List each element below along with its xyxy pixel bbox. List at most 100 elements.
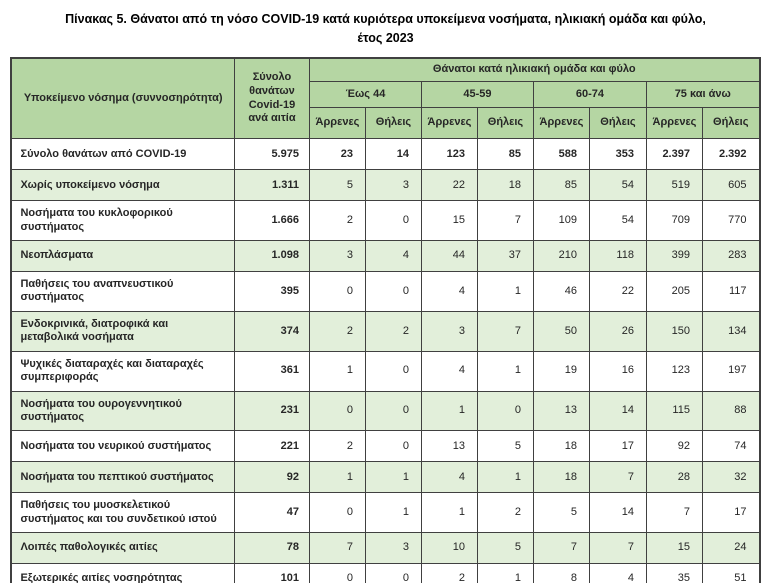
disease-label: Νοσήματα του πεπτικού συστήματος	[10, 461, 235, 494]
header-age-group-60-74: 60-74	[532, 81, 647, 109]
total-deaths-cell: 395	[233, 271, 310, 312]
value-cell: 0	[476, 390, 534, 432]
value-cell: 44	[420, 240, 478, 273]
value-cell: 117	[701, 271, 761, 312]
disease-label: Σύνολο θανάτων από COVID-19	[10, 138, 235, 171]
value-cell: 0	[364, 563, 422, 583]
value-cell: 4	[420, 271, 478, 312]
value-cell: 26	[588, 310, 647, 352]
value-cell: 17	[588, 430, 647, 463]
table-title-line2: έτος 2023	[357, 31, 414, 46]
value-cell: 8	[532, 563, 590, 583]
value-cell: 16	[588, 350, 647, 392]
value-cell: 15	[645, 532, 703, 565]
value-cell: 3	[364, 169, 422, 202]
value-cell: 0	[308, 492, 366, 534]
table-row: Λοιπές παθολογικές αιτίες 78 7 3 10 5 7 7 15 24	[10, 532, 761, 565]
value-cell: 4	[420, 350, 478, 392]
value-cell: 50	[532, 310, 590, 352]
value-cell: 1	[364, 492, 422, 534]
value-cell: 22	[588, 271, 647, 312]
header-females-upto44: Θήλεις	[364, 107, 422, 140]
value-cell: 15	[420, 200, 478, 242]
value-cell: 5	[308, 169, 366, 202]
header-disease-column: Υποκείμενο νόσημα (συννοσηρότητα)	[10, 57, 235, 140]
value-cell: 5	[476, 532, 534, 565]
total-deaths-cell: 231	[233, 390, 310, 432]
value-cell: 134	[701, 310, 761, 352]
value-cell: 0	[364, 390, 422, 432]
value-cell: 7	[476, 310, 534, 352]
value-cell: 1	[364, 461, 422, 494]
table-row: Νοσήματα του νευρικού συστήματος 221 2 0 13 5…	[10, 430, 761, 463]
value-cell: 0	[364, 430, 422, 463]
table-row: Χωρίς υποκείμενο νόσημα 1.311 5 3 22 18 85 54 51…	[10, 169, 761, 202]
value-cell: 7	[308, 532, 366, 565]
header-age-sex-group: Θάνατοι κατά ηλικιακή ομάδα και φύλο	[308, 57, 761, 83]
header-females-60-74: Θήλεις	[588, 107, 647, 140]
value-cell: 19	[532, 350, 590, 392]
value-cell: 150	[645, 310, 703, 352]
table-row: Σύνολο θανάτων από COVID-19 5.975 23 14 123 8…	[10, 138, 761, 171]
value-cell: 0	[308, 390, 366, 432]
table-row: Νοσήματα του ουρογεννητικού συστήματος 23…	[10, 390, 761, 432]
total-deaths-cell: 1.098	[233, 240, 310, 273]
header-age-group-45-59: 45-59	[420, 81, 534, 109]
table-body: Σύνολο θανάτων από COVID-19 5.975 23 14 123 8…	[10, 138, 761, 583]
value-cell: 283	[701, 240, 761, 273]
disease-label: Εξωτερικές αιτίες νοσηρότητας	[10, 563, 235, 583]
table-header: Υποκείμενο νόσημα (συννοσηρότητα) Σύνολο…	[10, 57, 761, 140]
value-cell: 18	[476, 169, 534, 202]
total-deaths-cell: 1.311	[233, 169, 310, 202]
table-row: Νοσήματα του πεπτικού συστήματος 92 1 1 4 1 18…	[10, 461, 761, 494]
disease-label: Χωρίς υποκείμενο νόσημα	[10, 169, 235, 202]
value-cell: 0	[364, 350, 422, 392]
total-deaths-cell: 92	[233, 461, 310, 494]
table-title-line1: Πίνακας 5. Θάνατοι από τη νόσο COVID-19 …	[65, 12, 706, 26]
value-cell: 588	[532, 138, 590, 171]
value-cell: 2	[420, 563, 478, 583]
value-cell: 14	[364, 138, 422, 171]
table-row: Νεοπλάσματα 1.098 3 4 44 37 210 118 399 283	[10, 240, 761, 273]
value-cell: 5	[532, 492, 590, 534]
value-cell: 353	[588, 138, 647, 171]
header-age-group-upto44: Έως 44	[308, 81, 422, 109]
value-cell: 4	[588, 563, 647, 583]
total-deaths-cell: 78	[233, 532, 310, 565]
value-cell: 2	[364, 310, 422, 352]
value-cell: 7	[645, 492, 703, 534]
total-deaths-cell: 101	[233, 563, 310, 583]
value-cell: 37	[476, 240, 534, 273]
value-cell: 32	[701, 461, 761, 494]
value-cell: 519	[645, 169, 703, 202]
value-cell: 1	[420, 492, 478, 534]
value-cell: 3	[420, 310, 478, 352]
value-cell: 85	[476, 138, 534, 171]
value-cell: 0	[364, 271, 422, 312]
value-cell: 7	[476, 200, 534, 242]
value-cell: 46	[532, 271, 590, 312]
value-cell: 85	[532, 169, 590, 202]
value-cell: 54	[588, 169, 647, 202]
value-cell: 14	[588, 390, 647, 432]
value-cell: 3	[364, 532, 422, 565]
header-age-group-75plus: 75 και άνω	[645, 81, 761, 109]
value-cell: 123	[645, 350, 703, 392]
value-cell: 210	[532, 240, 590, 273]
value-cell: 770	[701, 200, 761, 242]
disease-label: Παθήσεις του μυοσκελετικού συστήματος κα…	[10, 492, 235, 534]
value-cell: 2	[308, 430, 366, 463]
table-row: Παθήσεις του αναπνευστικού συστήματος 395…	[10, 271, 761, 312]
header-males-60-74: Άρρενες	[532, 107, 590, 140]
header-females-75plus: Θήλεις	[701, 107, 761, 140]
header-females-45-59: Θήλεις	[476, 107, 534, 140]
value-cell: 22	[420, 169, 478, 202]
total-deaths-cell: 221	[233, 430, 310, 463]
value-cell: 13	[420, 430, 478, 463]
value-cell: 4	[420, 461, 478, 494]
value-cell: 13	[532, 390, 590, 432]
value-cell: 2	[308, 200, 366, 242]
value-cell: 88	[701, 390, 761, 432]
value-cell: 14	[588, 492, 647, 534]
table-row: Εξωτερικές αιτίες νοσηρότητας 101 0 0 2 1 8 4 35…	[10, 563, 761, 583]
